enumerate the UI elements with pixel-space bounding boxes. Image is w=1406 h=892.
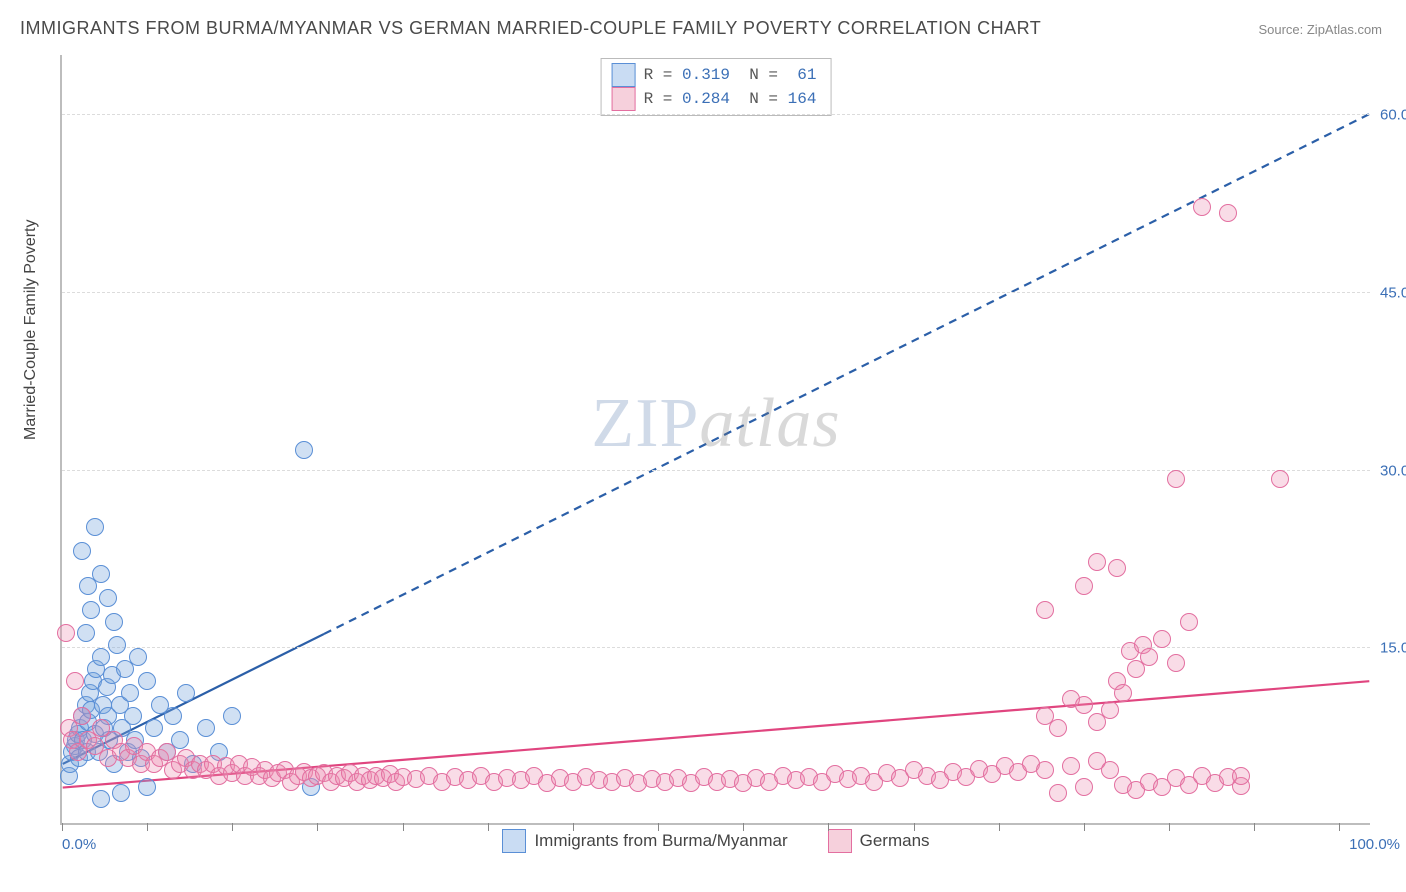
x-tick — [828, 823, 829, 831]
legend-swatch — [828, 829, 852, 853]
germans-point — [1219, 204, 1237, 222]
x-tick — [403, 823, 404, 831]
germans-point — [57, 624, 75, 642]
burma-point — [92, 790, 110, 808]
burma-point — [121, 684, 139, 702]
germans-point — [1193, 198, 1211, 216]
burma-point — [82, 601, 100, 619]
burma-point — [124, 707, 142, 725]
germans-point — [1180, 613, 1198, 631]
burma-point — [112, 784, 130, 802]
x-tick — [999, 823, 1000, 831]
burma-point — [145, 719, 163, 737]
germans-point — [1101, 761, 1119, 779]
x-tick — [1339, 823, 1340, 831]
x-axis-max-label: 100.0% — [1349, 836, 1400, 853]
germans-point — [1114, 684, 1132, 702]
y-axis-label: Married-Couple Family Poverty — [22, 219, 40, 440]
series-legend: Immigrants from Burma/Myanmar Germans — [62, 829, 1370, 853]
legend-item: Germans — [828, 829, 930, 853]
y-tick-label: 15.0% — [1374, 640, 1406, 657]
x-axis-min-label: 0.0% — [62, 836, 96, 853]
legend-label: Germans — [860, 831, 930, 851]
x-tick — [488, 823, 489, 831]
burma-point — [138, 672, 156, 690]
burma-point — [197, 719, 215, 737]
legend-label: Immigrants from Burma/Myanmar — [534, 831, 787, 851]
burma-point — [86, 518, 104, 536]
plot-area: ZIPatlas R = 0.319 N = 61R = 0.284 N = 1… — [60, 55, 1370, 825]
germans-point — [1271, 470, 1289, 488]
burma-point — [108, 636, 126, 654]
germans-point — [73, 707, 91, 725]
burma-point — [105, 613, 123, 631]
burma-point — [177, 684, 195, 702]
gridline: 45.0% — [62, 292, 1370, 293]
germans-point — [1232, 767, 1250, 785]
stats-legend-row: R = 0.284 N = 164 — [612, 87, 817, 111]
burma-point — [92, 648, 110, 666]
x-tick — [62, 823, 63, 831]
burma-point — [164, 707, 182, 725]
legend-swatch — [612, 87, 636, 111]
x-tick — [1084, 823, 1085, 831]
germans-point — [1153, 630, 1171, 648]
germans-point — [1075, 778, 1093, 796]
gridline: 15.0% — [62, 647, 1370, 648]
burma-point — [73, 542, 91, 560]
germans-point — [1049, 719, 1067, 737]
germans-point — [1075, 577, 1093, 595]
x-tick — [1169, 823, 1170, 831]
stats-legend-row: R = 0.319 N = 61 — [612, 63, 817, 87]
germans-point — [1049, 784, 1067, 802]
trend-lines-layer — [62, 55, 1370, 823]
germans-point — [1108, 559, 1126, 577]
burma-point — [77, 624, 95, 642]
x-tick — [232, 823, 233, 831]
germans-point — [1036, 761, 1054, 779]
x-tick — [1254, 823, 1255, 831]
stats-legend: R = 0.319 N = 61 R = 0.284 N = 164 — [601, 58, 832, 116]
x-tick — [914, 823, 915, 831]
legend-item: Immigrants from Burma/Myanmar — [502, 829, 787, 853]
germans-point — [1101, 701, 1119, 719]
legend-swatch — [612, 63, 636, 87]
germans-point — [1088, 553, 1106, 571]
germans-point — [1062, 757, 1080, 775]
y-tick-label: 45.0% — [1374, 284, 1406, 301]
x-tick — [743, 823, 744, 831]
burma-point — [92, 565, 110, 583]
germans-point — [1167, 470, 1185, 488]
germans-point — [1036, 601, 1054, 619]
x-tick — [658, 823, 659, 831]
germans-point — [1167, 654, 1185, 672]
legend-stats-text: R = 0.319 N = 61 — [644, 66, 817, 84]
y-tick-label: 30.0% — [1374, 462, 1406, 479]
germans-point — [1075, 696, 1093, 714]
burma-point — [223, 707, 241, 725]
y-tick-label: 60.0% — [1374, 107, 1406, 124]
source-attribution: Source: ZipAtlas.com — [1258, 22, 1382, 37]
burma-point — [129, 648, 147, 666]
x-tick — [573, 823, 574, 831]
legend-stats-text: R = 0.284 N = 164 — [644, 90, 817, 108]
germans-point — [66, 672, 84, 690]
gridline: 60.0% — [62, 114, 1370, 115]
burma-point — [138, 778, 156, 796]
germans-point — [1140, 648, 1158, 666]
chart-title: IMMIGRANTS FROM BURMA/MYANMAR VS GERMAN … — [20, 18, 1041, 39]
x-tick — [147, 823, 148, 831]
burma-point — [99, 589, 117, 607]
burma-point — [295, 441, 313, 459]
legend-swatch — [502, 829, 526, 853]
x-tick — [317, 823, 318, 831]
